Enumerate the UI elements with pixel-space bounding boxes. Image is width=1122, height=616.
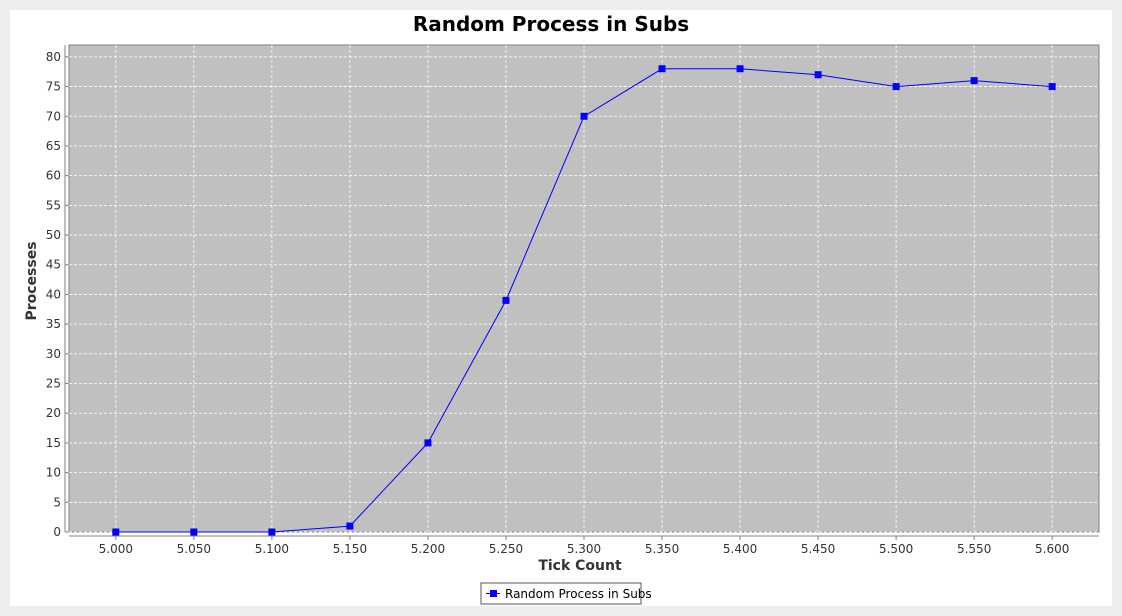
data-point-marker[interactable]: [424, 439, 432, 447]
data-point-marker[interactable]: [346, 522, 354, 530]
data-point-marker[interactable]: [190, 528, 198, 536]
x-tick-label: 5.000: [99, 542, 133, 556]
x-tick-label: 5.100: [255, 542, 289, 556]
line-chart: Random Process in Subs 0 5 10 15 20 25 30 35 40 4…: [24, 12, 1100, 605]
y-tick-label: 15: [46, 436, 61, 450]
grid-lines: [69, 45, 1099, 533]
legend[interactable]: Random Process in Subs: [480, 582, 652, 605]
x-tick-label: 5.150: [333, 542, 367, 556]
y-tick-label: 60: [46, 169, 61, 183]
data-point-marker[interactable]: [970, 77, 978, 85]
data-point-marker[interactable]: [502, 296, 510, 304]
x-tick-label: 5.550: [957, 542, 991, 556]
legend-box: [480, 582, 642, 605]
y-tick-label: 30: [46, 347, 61, 361]
legend-marker-icon: [490, 590, 497, 597]
x-tick-label: 5.450: [801, 542, 835, 556]
x-tick-label: 5.350: [645, 542, 679, 556]
y-tick-label: 55: [46, 198, 61, 212]
data-point-marker[interactable]: [814, 71, 822, 79]
x-tick-label: 5.200: [411, 542, 445, 556]
x-axis-label: Tick Count: [538, 558, 622, 574]
x-tick-label: 5.400: [723, 542, 757, 556]
y-tick-label: 80: [46, 50, 61, 64]
x-tick-label: 5.250: [489, 542, 523, 556]
x-tick-label: 5.600: [1035, 542, 1069, 556]
x-tick-label: 5.300: [567, 542, 601, 556]
data-point-marker[interactable]: [1048, 83, 1056, 91]
axes: 0 5 10 15 20 25 30 35 40 45 50 55 60 65 70 75 80 5.000 5.0…: [46, 45, 1099, 556]
data-point-marker[interactable]: [892, 83, 900, 91]
data-point-marker[interactable]: [268, 528, 276, 536]
chart-panel: Random Process in Subs 0 5 10 15 20 25 30 35 40 4…: [10, 10, 1112, 606]
y-tick-label: 75: [46, 80, 61, 94]
y-axis-label: Processes: [24, 241, 40, 320]
y-tick-label: 5: [53, 495, 61, 509]
x-tick-label: 5.050: [177, 542, 211, 556]
data-point-marker[interactable]: [112, 528, 120, 536]
y-tick-label: 35: [46, 317, 61, 331]
chart-title: Random Process in Subs: [413, 12, 689, 36]
y-tick-label: 70: [46, 109, 61, 123]
legend-entry-label: Random Process in Subs: [505, 587, 652, 601]
data-point-marker[interactable]: [736, 65, 744, 73]
y-tick-label: 45: [46, 258, 61, 272]
y-tick-label: 65: [46, 139, 61, 153]
data-point-marker[interactable]: [658, 65, 666, 73]
y-tick-label: 10: [46, 466, 61, 480]
y-tick-label: 25: [46, 377, 61, 391]
y-tick-label: 0: [53, 525, 61, 539]
data-point-marker[interactable]: [580, 112, 588, 120]
x-tick-label: 5.500: [879, 542, 913, 556]
series-layer: [112, 65, 1056, 536]
plot-area: [68, 44, 1100, 536]
y-tick-label: 50: [46, 228, 61, 242]
y-tick-label: 20: [46, 406, 61, 420]
y-tick-label: 40: [46, 287, 61, 301]
